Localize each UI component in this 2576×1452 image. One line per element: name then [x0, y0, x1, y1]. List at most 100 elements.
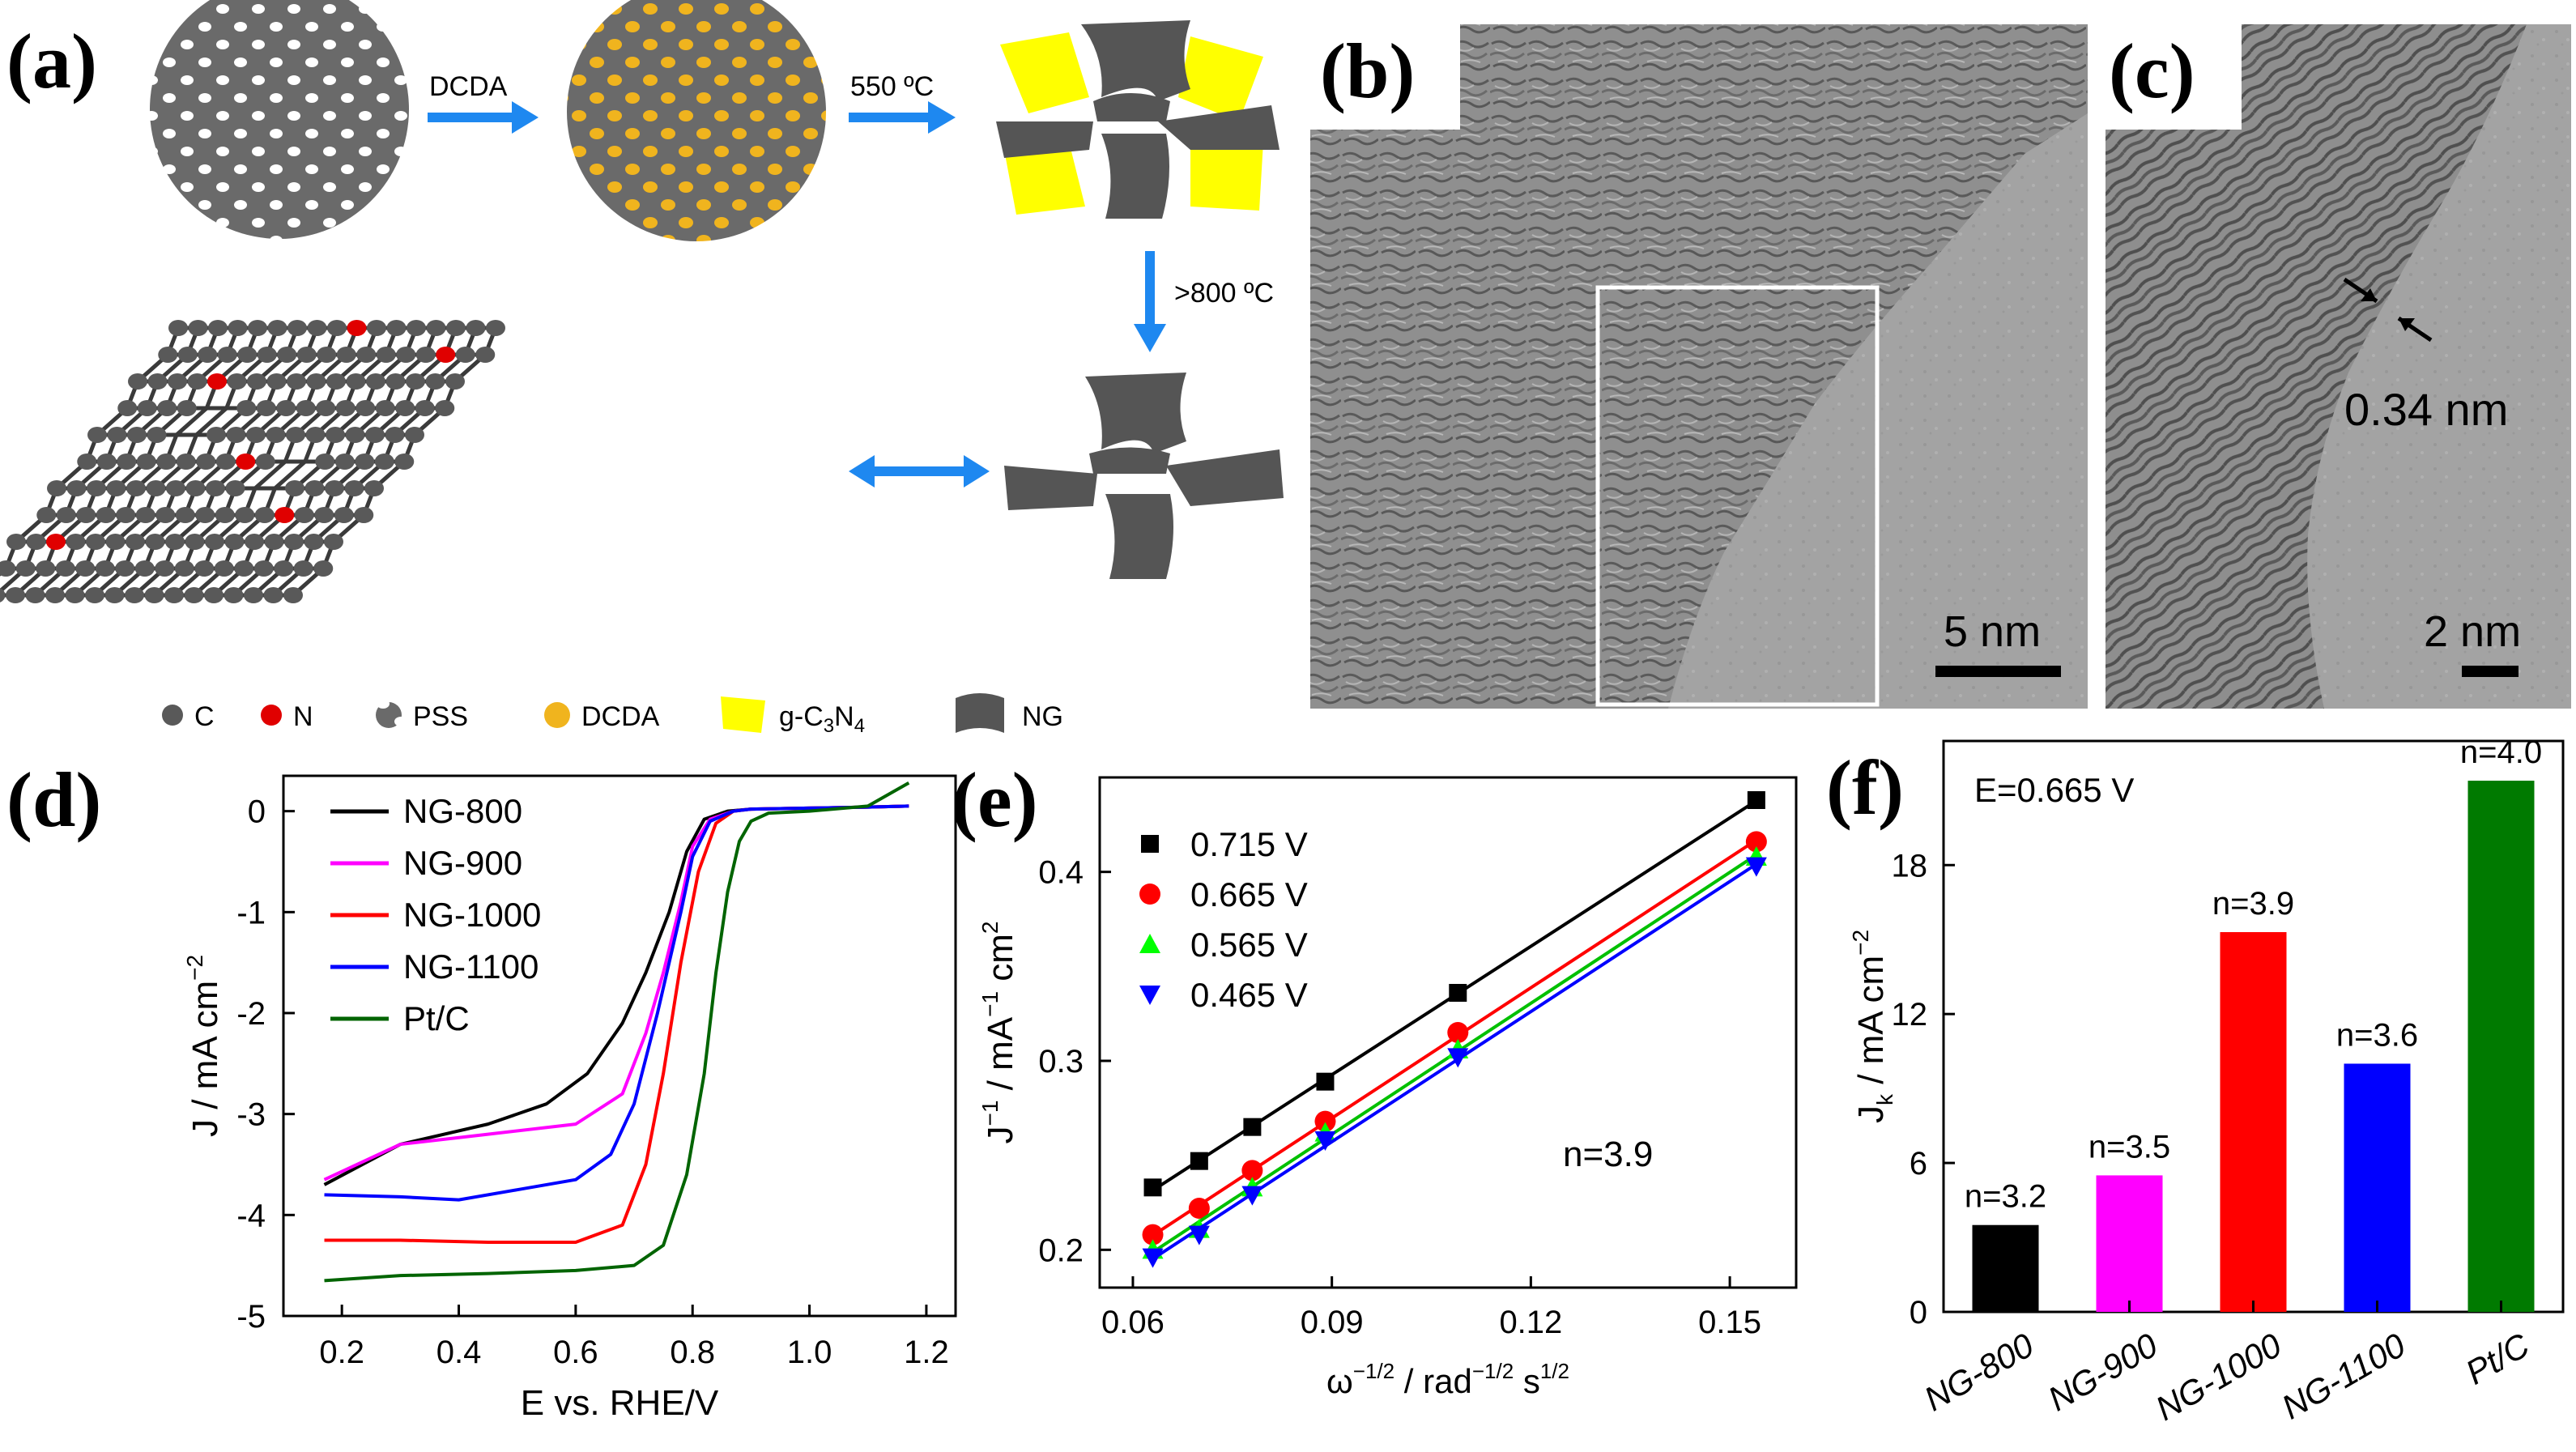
- scale-bar-b: [1935, 666, 2061, 677]
- carbon-atom: [36, 507, 57, 523]
- carbon-atom: [248, 320, 267, 336]
- legend-gc3n4: g-C3N4: [721, 696, 865, 737]
- y-tick-label: 0.2: [1038, 1233, 1084, 1268]
- carbon-atom: [304, 534, 324, 550]
- carbon-atom: [6, 534, 26, 550]
- carbon-atom: [335, 400, 356, 416]
- arrow-dcda-icon: [428, 101, 539, 134]
- carbon-atom: [207, 427, 226, 443]
- carbon-atom: [226, 427, 246, 443]
- carbon-atom: [255, 453, 275, 470]
- carbon-atom: [184, 587, 204, 603]
- carbon-atom: [296, 347, 317, 363]
- carbon-atom: [177, 400, 197, 416]
- data-point: [1745, 831, 1767, 853]
- carbon-atom: [287, 320, 307, 336]
- carbon-atom: [127, 427, 147, 443]
- annotation-potential: E=0.665 V: [1974, 771, 2134, 809]
- carbon-atom: [128, 373, 147, 390]
- carbon-atom: [334, 507, 354, 523]
- carbon-atom: [283, 587, 303, 603]
- bar-value-label: n=3.2: [1965, 1179, 2046, 1215]
- carbon-atom: [284, 534, 304, 550]
- legend-label: 0.665 V: [1190, 875, 1308, 913]
- plot-frame: [282, 774, 957, 1318]
- data-point: [1143, 1178, 1162, 1197]
- x-tick-label: 0.12: [1499, 1305, 1562, 1340]
- legend-label: 0.465 V: [1190, 976, 1308, 1014]
- carbon-atom: [306, 373, 326, 390]
- y-tick-label: -3: [236, 1097, 266, 1133]
- carbon-atom: [65, 587, 85, 603]
- carbon-atom: [198, 347, 218, 363]
- x-tick-label: 0.4: [436, 1335, 482, 1370]
- chart-d-lsv-curves: 0.2 0.4 0.6 0.8 1.0 1.2 -5 -4 -3 -2 -1 0 E vs. RHE/V…: [182, 774, 957, 1423]
- panel-d-label: (d): [6, 756, 101, 843]
- data-point: [1142, 1224, 1164, 1245]
- y-axis-label: Jk / mA cm−2: [1848, 930, 1897, 1123]
- y-axis-label: J / mA cm−2: [182, 955, 225, 1137]
- carbon-atom: [277, 347, 297, 363]
- carbon-atom: [307, 320, 327, 336]
- legend-label: NG-800: [403, 792, 522, 830]
- carbon-atom: [0, 560, 16, 577]
- carbon-atom: [375, 400, 395, 416]
- carbon-atom: [155, 507, 176, 523]
- y-tick-label: 0.4: [1038, 855, 1084, 891]
- step-550c-label: 550 ºC: [850, 71, 934, 102]
- carbon-atom: [355, 453, 375, 470]
- carbon-atom: [196, 453, 216, 470]
- nitrogen-atom: [347, 320, 367, 336]
- carbon-atom: [86, 534, 105, 550]
- carbon-atom: [426, 320, 446, 336]
- y-axis-label: J−1 / mA−1 cm2: [977, 921, 1020, 1143]
- x-tick-label: 1.2: [904, 1335, 949, 1370]
- bar-ng-800: [1972, 1224, 2039, 1312]
- bar-value-label: n=3.5: [2088, 1129, 2170, 1165]
- data-point: [1314, 1110, 1336, 1132]
- carbon-atom: [188, 320, 208, 336]
- carbon-atom: [187, 373, 207, 390]
- legend-label: 0.715 V: [1190, 825, 1308, 863]
- carbon-atom: [395, 400, 415, 416]
- legend-carbon: C: [162, 701, 215, 732]
- carbon-atom: [235, 507, 255, 523]
- legend-label: Pt/C: [403, 999, 470, 1037]
- carbon-atom: [394, 453, 415, 470]
- carbon-atom: [446, 320, 466, 336]
- carbon-atom: [135, 507, 155, 523]
- carbon-atom: [405, 427, 424, 443]
- panel-a-legend: C N PSS DCDA g-C3N4 NG: [162, 693, 1063, 737]
- carbon-atom: [334, 453, 355, 470]
- bar-value-label: n=3.6: [2336, 1017, 2418, 1053]
- carbon-atom: [406, 373, 425, 390]
- carbon-atom: [336, 347, 356, 363]
- data-point: [1188, 1225, 1210, 1245]
- panel-a-synthesis-schematic: (a) DCDA 550 ºC >800 ºC: [0, 0, 1284, 737]
- bar-ng-1100: [2344, 1063, 2411, 1312]
- carbon-atom: [144, 587, 164, 603]
- arrow-550-icon: [849, 101, 956, 134]
- carbon-atom: [237, 347, 258, 363]
- svg-text:NG: NG: [1022, 701, 1063, 732]
- carbon-atom: [286, 427, 305, 443]
- carbon-atom: [26, 534, 46, 550]
- carbon-atom: [156, 453, 177, 470]
- carbon-atom: [325, 480, 344, 496]
- carbon-atom: [296, 400, 316, 416]
- svg-text:PSS: PSS: [413, 701, 468, 732]
- carbon-atom: [376, 347, 396, 363]
- carbon-atom: [396, 347, 416, 363]
- data-point: [1747, 791, 1765, 809]
- carbon-atom: [304, 480, 325, 496]
- panel-a-label: (a): [6, 18, 97, 104]
- carbon-atom: [365, 427, 385, 443]
- carbon-atom: [117, 400, 138, 416]
- carbon-atom: [115, 560, 135, 577]
- legend-marker: [1139, 986, 1160, 1005]
- carbon-atom: [165, 534, 185, 550]
- carbon-atom: [264, 534, 284, 550]
- carbon-atom: [247, 373, 266, 390]
- carbon-atom: [317, 347, 337, 363]
- svg-text:N: N: [293, 701, 313, 732]
